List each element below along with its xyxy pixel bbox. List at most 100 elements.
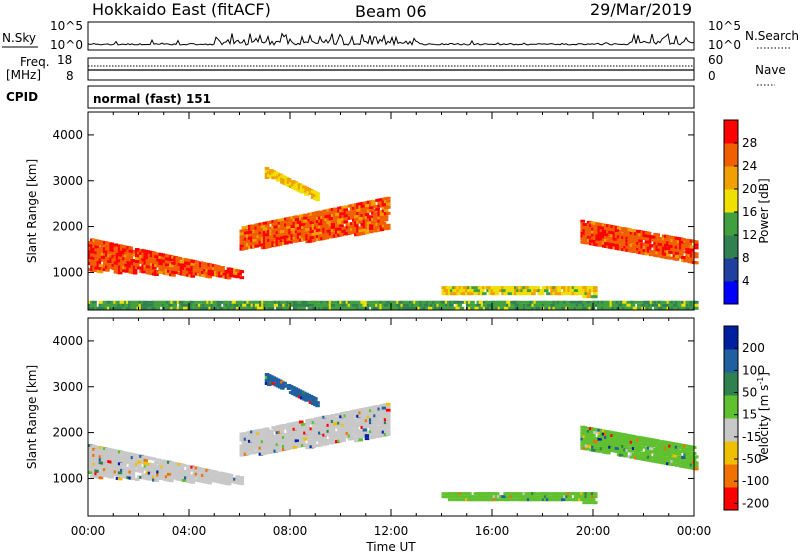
velocity-echo-cell [471, 495, 476, 499]
velocity-echo-cell [593, 492, 598, 496]
velocity-echo-cell [648, 447, 654, 451]
velocity-echo-cell [113, 473, 119, 477]
power-echo-cell [677, 300, 682, 304]
power-echo-cell [518, 303, 524, 307]
velocity-echo-cell [296, 444, 302, 448]
power-echo-cell [379, 228, 385, 232]
power-echo-cell [385, 199, 391, 203]
nsky-right-tick-bottom: 10^0 [708, 38, 741, 52]
power-echo-cell [582, 223, 588, 227]
velocity-colorbar-bin [724, 395, 738, 419]
power-echo-cell [362, 300, 368, 304]
velocity-echo-cell [279, 427, 285, 431]
power-echo-cell [343, 220, 349, 224]
power-echo-cell [120, 262, 125, 266]
velocity-echo-cell [288, 437, 293, 441]
power-echo-cell [237, 306, 243, 310]
velocity-echo-cell [341, 438, 346, 442]
power-echo-cell [694, 243, 699, 247]
power-echo-cell [646, 240, 652, 244]
time-tick-label: 00:00 [71, 524, 106, 538]
power-echo-cell [128, 246, 134, 250]
velocity-echo-cell [181, 463, 187, 467]
velocity-echo-cell [349, 434, 355, 438]
power-echo-cell [303, 231, 308, 235]
power-echo-cell [571, 300, 577, 304]
power-colorbar-bin [724, 189, 738, 213]
velocity-ytick-label: 1000 [52, 471, 83, 485]
power-echo-cell [484, 306, 490, 310]
power-echo-cell [383, 209, 389, 213]
velocity-echo-cell [364, 437, 370, 441]
power-echo-cell [681, 237, 686, 241]
velocity-echo-cell [533, 492, 538, 496]
velocity-echo-cell [623, 451, 628, 455]
power-echo-cell [368, 206, 374, 210]
velocity-echo-cell [335, 434, 340, 438]
power-echo-cell [546, 300, 551, 304]
velocity-echo-plot [88, 373, 699, 505]
velocity-echo-cell [347, 431, 353, 435]
nsky-tick-bottom: 10^0 [50, 38, 83, 52]
power-echo-cell [92, 303, 97, 307]
power-echo-cell [173, 271, 178, 275]
time-tick-labels: 00:00 04:00 08:00 12:00 16:00 20:00 00:00 [71, 524, 712, 538]
velocity-echo-cell [220, 478, 225, 482]
velocity-echo-cell [447, 495, 453, 499]
power-colorbar-tick-label: 4 [742, 274, 750, 288]
velocity-echo-cell [147, 477, 153, 481]
power-echo-cell [533, 289, 538, 293]
power-echo-cell [625, 245, 630, 249]
power-echo-cell [337, 221, 342, 225]
power-echo-cell [264, 167, 270, 170]
power-echo-cell [681, 246, 686, 250]
velocity-echo-cell [360, 416, 366, 420]
power-echo-cell [96, 242, 102, 246]
velocity-echo-cell [173, 465, 178, 469]
power-echo-cell [193, 300, 199, 304]
velocity-echo-cell [235, 475, 240, 479]
power-echo-cell [618, 244, 624, 248]
power-echo-cell [478, 300, 484, 304]
velocity-echo-cell [371, 435, 376, 439]
power-echo-cell [368, 215, 374, 219]
velocity-echo-cell [385, 426, 391, 430]
power-echo-cell [625, 230, 630, 234]
velocity-echo-cell [269, 429, 274, 433]
nave-label: Nave [755, 63, 786, 77]
power-echo-cell [152, 251, 157, 255]
velocity-echo-cell [179, 466, 185, 470]
velocity-echo-cell [687, 451, 693, 455]
power-echo-cell [606, 239, 611, 243]
power-echo-cell [216, 265, 221, 269]
velocity-echo-cell [190, 480, 196, 484]
power-echo-cell [505, 289, 511, 293]
power-echo-cell [638, 239, 643, 243]
velocity-colorbar-tick-label: 100 [742, 363, 765, 377]
power-echo-plot [88, 167, 699, 310]
power-colorbar-bin [724, 258, 738, 282]
power-echo-cell [284, 220, 289, 224]
power-echo-cell [482, 292, 487, 296]
velocity-echo-cell [280, 386, 285, 390]
power-echo-cell [304, 192, 309, 196]
power-echo-cell [168, 303, 173, 307]
power-echo-cell [556, 286, 562, 290]
power-echo-cell [527, 306, 532, 310]
power-echo-cell [107, 300, 112, 304]
velocity-echo-cell [250, 448, 255, 452]
velocity-echo-cell [247, 442, 253, 446]
power-echo-cell [614, 243, 620, 247]
power-echo-cell [694, 303, 699, 307]
power-echo-cell [571, 303, 577, 307]
power-echo-cell [470, 300, 475, 304]
velocity-echo-cell [305, 446, 310, 450]
power-echo-cell [328, 217, 334, 221]
power-echo-cell [303, 216, 308, 220]
time-axis-label: Time UT [365, 540, 416, 554]
power-echo-cell [456, 292, 462, 296]
freq-label: Freq. [20, 55, 50, 69]
velocity-echo-cell [539, 495, 545, 499]
velocity-echo-cell [164, 463, 170, 467]
power-echo-cell [563, 292, 568, 296]
